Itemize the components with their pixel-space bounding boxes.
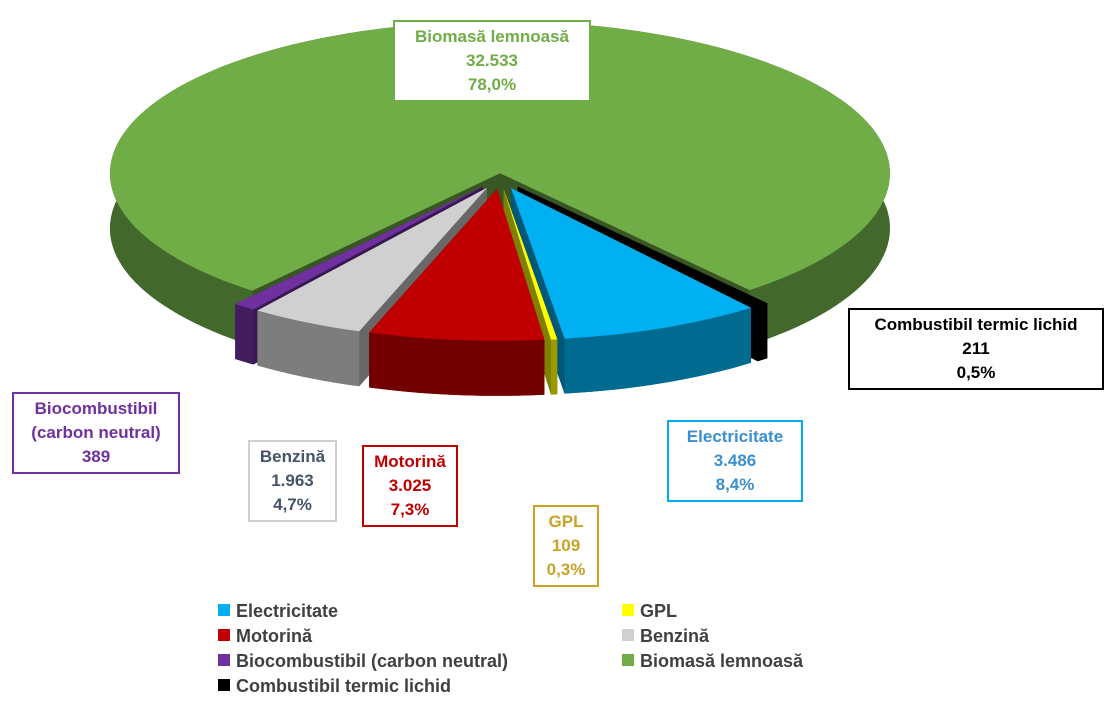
label-name: Combustibil termic lichid — [874, 315, 1078, 334]
legend-item: Benzină — [622, 626, 709, 647]
label-value: 211 — [962, 339, 990, 358]
slice-side — [110, 21, 890, 346]
slice — [235, 186, 483, 310]
data-label: GPL 109 0,3% — [533, 505, 599, 587]
label-value: 389 — [81, 447, 111, 466]
label-name: Biomasă lemnoasă — [414, 27, 569, 46]
legend-swatch — [218, 629, 230, 641]
label-percent: 4,7% — [273, 495, 312, 514]
legend-label: Motorină — [236, 626, 312, 646]
legend-item: Biomasă lemnoasă — [622, 651, 803, 672]
label-name: Biocombustibil (carbon neutral) — [31, 399, 161, 442]
label-percent: 0,3% — [546, 560, 586, 579]
data-label: Electricitate 3.486 8,4% — [667, 420, 803, 502]
label-percent: 78,0% — [467, 75, 517, 94]
data-label: Benzină 1.963 4,7% — [248, 440, 337, 522]
data-label: Biocombustibil (carbon neutral) 389 — [12, 392, 180, 474]
legend-swatch — [218, 654, 230, 666]
legend-swatch — [218, 679, 230, 691]
label-name: Benzină — [259, 447, 326, 466]
label-value: 32.533 — [466, 51, 518, 70]
legend-swatch — [218, 604, 230, 616]
slice — [503, 188, 558, 340]
slice-side — [564, 307, 751, 394]
slice-side — [235, 304, 254, 365]
data-label: Combustibil termic lichid 211 0,5% — [848, 308, 1104, 390]
slice-side — [757, 303, 768, 362]
label-percent: 8,4% — [715, 475, 755, 494]
slice — [257, 187, 487, 332]
legend-item: Electricitate — [218, 601, 338, 622]
slice — [110, 21, 890, 291]
legend-item: GPL — [622, 601, 677, 622]
legend-swatch — [622, 604, 634, 616]
label-value: 3.025 — [388, 476, 432, 495]
data-label: Motorină 3.025 7,3% — [362, 445, 458, 527]
label-name: GPL — [548, 512, 584, 531]
slice — [517, 186, 768, 307]
label-percent: 7,3% — [390, 500, 430, 519]
slice — [510, 188, 751, 339]
slice — [369, 188, 545, 341]
legend-swatch — [622, 654, 634, 666]
label-name: Electricitate — [686, 427, 784, 446]
legend-label: Biocombustibil (carbon neutral) — [236, 651, 509, 671]
slice-side — [551, 339, 558, 395]
legend-label: GPL — [640, 601, 678, 621]
legend-item: Combustibil termic lichid — [218, 676, 451, 697]
label-value: 1.963 — [271, 471, 314, 490]
legend-swatch — [622, 629, 634, 641]
legend-label: Electricitate — [236, 601, 339, 621]
legend-item: Motorină — [218, 626, 312, 647]
data-label: Biomasă lemnoasă 32.533 78,0% — [393, 20, 591, 102]
label-value: 109 — [551, 536, 581, 555]
legend-label: Combustibil termic lichid — [236, 676, 452, 696]
label-name: Motorină — [374, 452, 446, 471]
slice-side — [369, 332, 545, 396]
label-value: 3.486 — [713, 451, 757, 470]
legend-item: Biocombustibil (carbon neutral) — [218, 651, 508, 672]
slice-side — [257, 310, 360, 387]
label-percent: 0,5% — [956, 363, 996, 382]
legend-label: Biomasă lemnoasă — [640, 651, 804, 671]
legend-label: Benzină — [640, 626, 710, 646]
